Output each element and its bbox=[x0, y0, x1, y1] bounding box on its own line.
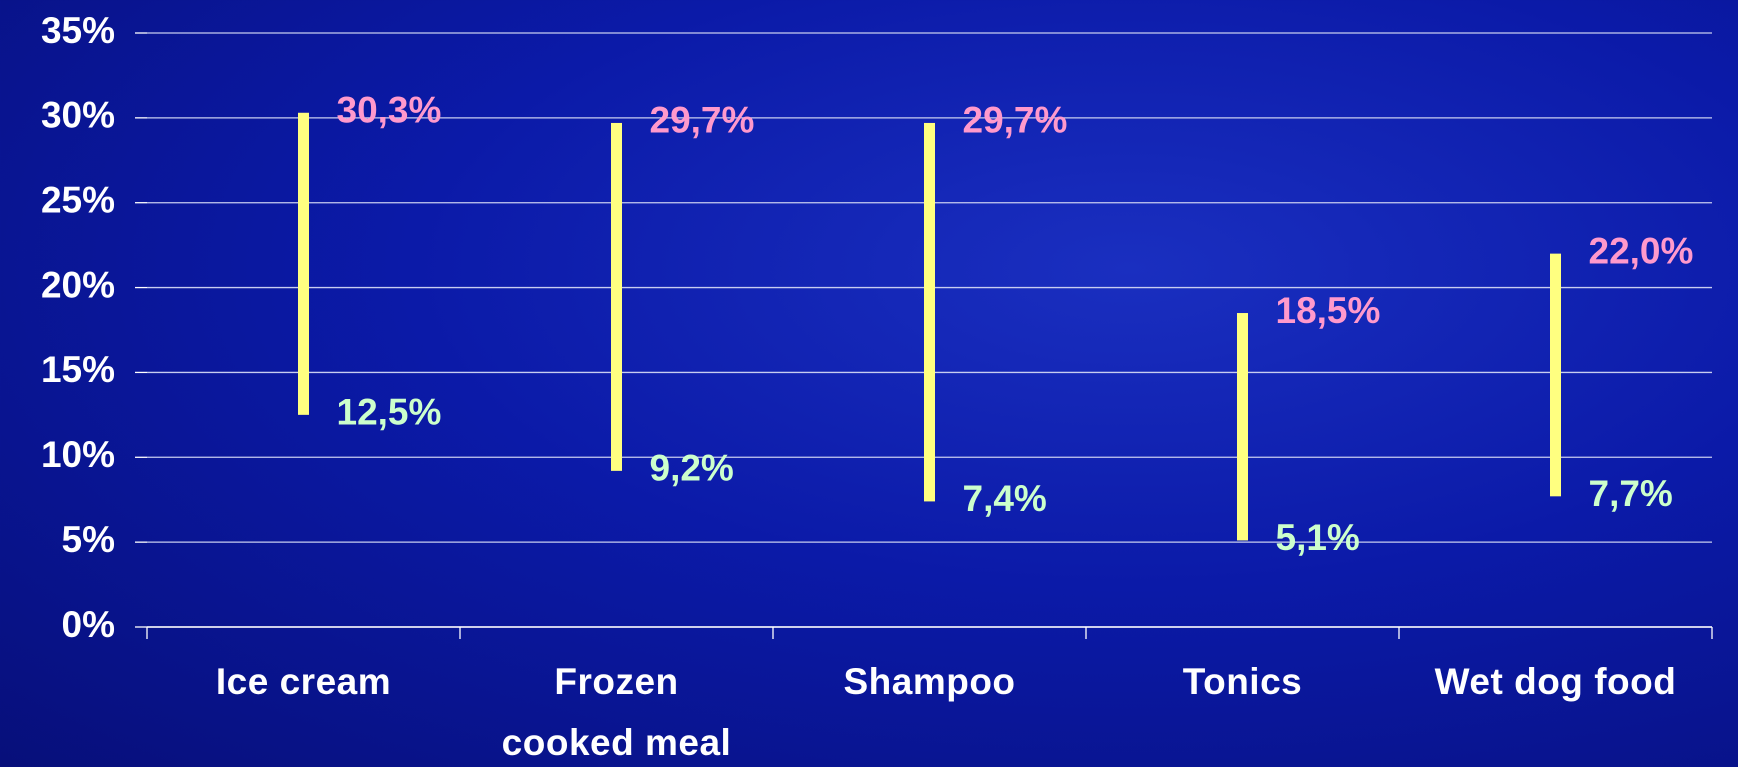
y-tick-label: 20% bbox=[41, 264, 115, 305]
x-tick-label: Tonics bbox=[1182, 661, 1303, 702]
x-tick-label: Wet dog food bbox=[1434, 661, 1677, 702]
x-tick-label: Shampoo bbox=[843, 661, 1016, 702]
y-tick-label: 10% bbox=[41, 434, 115, 475]
y-tick-label: 0% bbox=[62, 604, 115, 645]
range-bar bbox=[611, 122, 622, 471]
y-tick-label: 35% bbox=[41, 10, 115, 51]
value-label: 29,7% bbox=[963, 100, 1068, 141]
value-label: 22,0% bbox=[1589, 230, 1694, 271]
value-label: 7,4% bbox=[963, 478, 1047, 519]
y-tick-label: 5% bbox=[62, 519, 115, 560]
range-bar bbox=[924, 122, 935, 502]
x-tick-label: Frozen cooked meal bbox=[501, 661, 732, 763]
value-label: 7,7% bbox=[1589, 473, 1673, 514]
range-bar bbox=[1550, 253, 1561, 497]
y-tick-label: 15% bbox=[41, 349, 115, 390]
value-label: 30,3% bbox=[337, 90, 442, 131]
value-label: 12,5% bbox=[337, 392, 442, 433]
value-label: 9,2% bbox=[650, 448, 734, 489]
range-bar bbox=[298, 112, 309, 415]
x-tick-label: Ice cream bbox=[215, 661, 392, 702]
value-label: 18,5% bbox=[1276, 290, 1381, 331]
range-bar bbox=[1237, 313, 1248, 541]
value-label: 29,7% bbox=[650, 100, 755, 141]
y-tick-label: 30% bbox=[41, 95, 115, 136]
y-tick-label: 25% bbox=[41, 179, 115, 220]
value-label: 5,1% bbox=[1276, 517, 1360, 558]
